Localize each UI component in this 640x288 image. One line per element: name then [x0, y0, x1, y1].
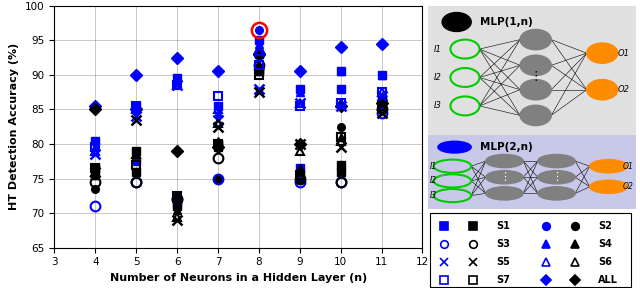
Text: I3: I3	[429, 191, 436, 200]
Circle shape	[538, 154, 575, 168]
Text: S3: S3	[496, 240, 510, 249]
Text: S7: S7	[496, 275, 510, 285]
FancyBboxPatch shape	[421, 3, 640, 145]
Circle shape	[486, 187, 524, 200]
Circle shape	[590, 180, 627, 193]
Text: O2: O2	[623, 182, 634, 191]
Circle shape	[587, 43, 618, 63]
FancyBboxPatch shape	[421, 134, 640, 211]
Text: ⋮: ⋮	[551, 172, 562, 182]
Text: I3: I3	[434, 101, 442, 110]
Text: O2: O2	[618, 85, 629, 94]
Text: S5: S5	[496, 257, 510, 267]
Text: ⋮: ⋮	[529, 70, 542, 83]
Circle shape	[590, 160, 627, 173]
Circle shape	[538, 170, 575, 184]
Text: I1: I1	[434, 45, 442, 54]
Circle shape	[538, 187, 575, 200]
Text: S6: S6	[598, 257, 612, 267]
X-axis label: Number of Neurons in a Hidden Layer (n): Number of Neurons in a Hidden Layer (n)	[110, 273, 367, 283]
Circle shape	[520, 29, 551, 50]
Circle shape	[520, 55, 551, 75]
Text: ALL: ALL	[598, 275, 618, 285]
Text: MLP(2,n): MLP(2,n)	[479, 142, 532, 152]
Y-axis label: HT Detection Accuracy (%): HT Detection Accuracy (%)	[10, 43, 19, 210]
Text: MLP(1,n): MLP(1,n)	[479, 17, 532, 27]
Circle shape	[486, 170, 524, 184]
Text: S1: S1	[496, 221, 510, 231]
Text: S4: S4	[598, 240, 612, 249]
Circle shape	[442, 12, 471, 31]
Circle shape	[587, 79, 618, 100]
Circle shape	[520, 79, 551, 100]
Text: I1: I1	[429, 162, 436, 171]
Text: I2: I2	[434, 73, 442, 82]
Text: O1: O1	[623, 162, 634, 171]
Circle shape	[520, 105, 551, 126]
Circle shape	[486, 154, 524, 168]
FancyBboxPatch shape	[429, 213, 632, 287]
Text: S2: S2	[598, 221, 612, 231]
Circle shape	[438, 141, 471, 153]
Text: ⋮: ⋮	[499, 172, 510, 182]
Text: O1: O1	[618, 49, 629, 58]
Text: I2: I2	[429, 176, 436, 185]
